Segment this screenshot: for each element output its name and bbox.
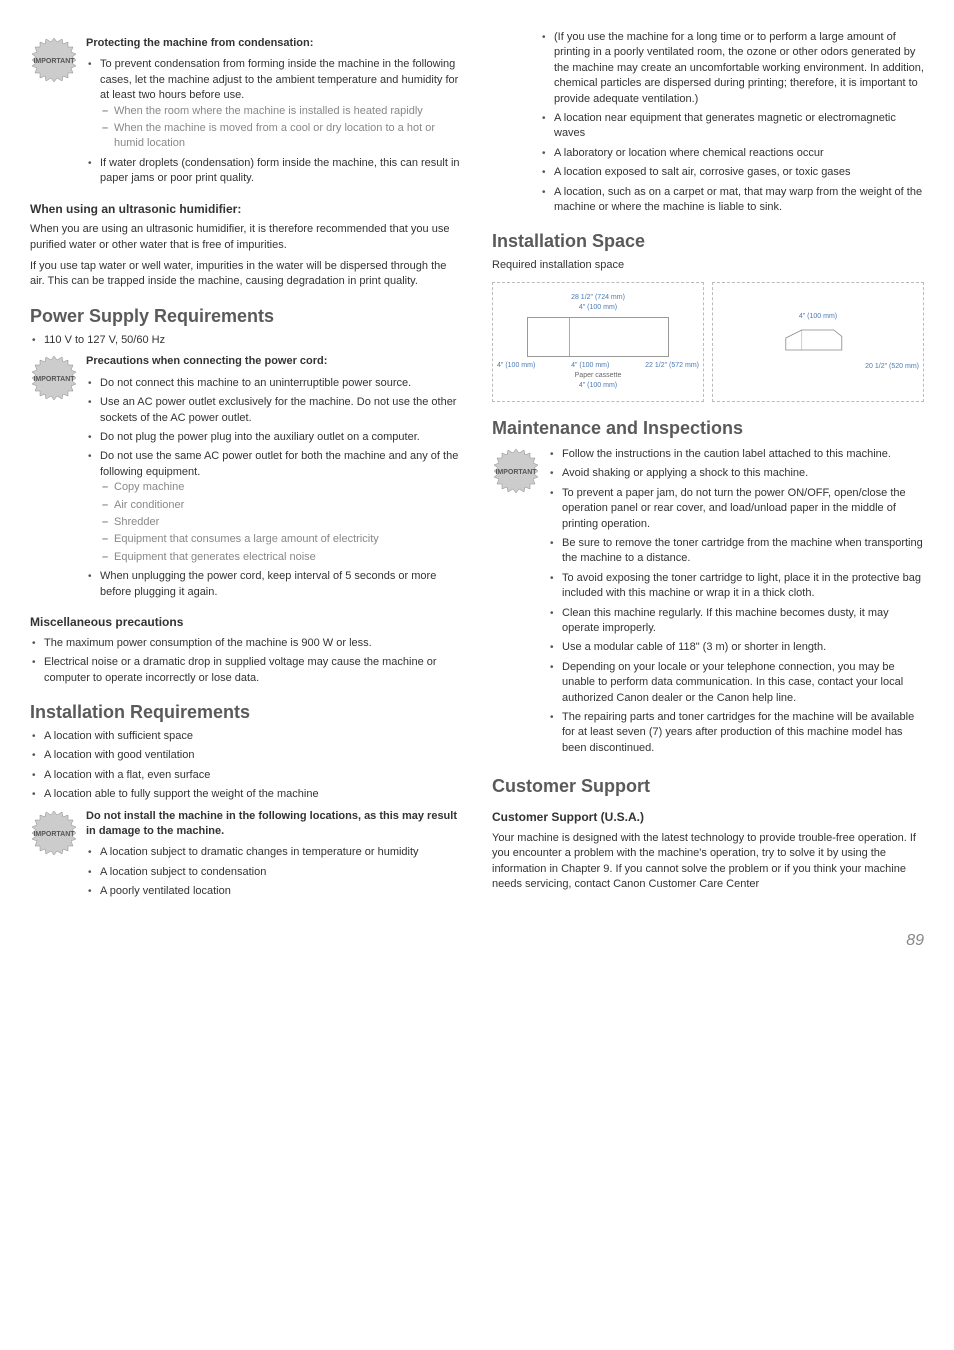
list-item: A location subject to condensation: [86, 865, 462, 880]
list-item: The maximum power consumption of the mac…: [30, 636, 462, 651]
dim-label: 4" (100 mm): [579, 303, 617, 313]
list-item: Equipment that consumes a large amount o…: [100, 532, 462, 547]
installation-diagram-top: 28 1/2" (724 mm) 4" (100 mm) 4" (100 mm)…: [492, 282, 704, 402]
maintenance-heading: Maintenance and Inspections: [492, 416, 924, 441]
dim-label: 28 1/2" (724 mm): [571, 293, 625, 303]
list-item: Be sure to remove the toner cartridge fr…: [548, 536, 924, 567]
installation-diagram-row: 28 1/2" (724 mm) 4" (100 mm) 4" (100 mm)…: [492, 282, 924, 402]
list-item: Use an AC power outlet exclusively for t…: [86, 395, 462, 426]
dim-label: 20 1/2" (520 mm): [865, 362, 919, 372]
list-item: (If you use the machine for a long time …: [540, 30, 924, 107]
list-item: A location subject to dramatic changes i…: [86, 845, 462, 860]
list-item: A poorly ventilated location: [86, 884, 462, 899]
page-content: Protecting the machine from condensation…: [30, 30, 924, 910]
list-item: A location near equipment that generates…: [540, 111, 924, 142]
condensation-title: Protecting the machine from condensation…: [86, 36, 462, 51]
list-item: A location able to fully support the wei…: [30, 787, 462, 802]
list-item: A location with sufficient space: [30, 729, 462, 744]
humidifier-heading: When using an ultrasonic humidifier:: [30, 201, 462, 218]
list-item: A location exposed to salt air, corrosiv…: [540, 165, 924, 180]
list-item: Use a modular cable of 118" (3 m) or sho…: [548, 640, 924, 655]
important-icon: [30, 36, 78, 84]
list-item: Shredder: [100, 515, 462, 530]
list-item: When the machine is moved from a cool or…: [100, 121, 462, 152]
left-column: Protecting the machine from condensation…: [30, 30, 462, 910]
list-item: Avoid shaking or applying a shock to thi…: [548, 466, 924, 481]
install-continued-list: (If you use the machine for a long time …: [540, 30, 924, 215]
dim-label: 4" (100 mm): [579, 381, 617, 391]
install-warning-title: Do not install the machine in the follow…: [86, 809, 462, 840]
install-space-sub: Required installation space: [492, 258, 924, 273]
dim-label: 4" (100 mm): [571, 361, 609, 371]
list-item: Follow the instructions in the caution l…: [548, 447, 924, 462]
install-space-heading: Installation Space: [492, 229, 924, 254]
list-item: Copy machine: [100, 480, 462, 495]
page-number: 89: [30, 930, 924, 952]
important-icon: [492, 447, 540, 495]
list-item: Do not connect this machine to an uninte…: [86, 376, 462, 391]
important-icon: [30, 354, 78, 402]
list-item: A location with a flat, even surface: [30, 768, 462, 783]
list-item: To avoid exposing the toner cartridge to…: [548, 571, 924, 602]
list-item: Do not use the same AC power outlet for …: [86, 449, 462, 565]
misc-heading: Miscellaneous precautions: [30, 614, 462, 631]
power-precautions-title: Precautions when connecting the power co…: [86, 354, 462, 369]
list-item: Clean this machine regularly. If this ma…: [548, 606, 924, 637]
list-item: Air conditioner: [100, 498, 462, 513]
list-item: The repairing parts and toner cartridges…: [548, 710, 924, 756]
maintenance-block: Follow the instructions in the caution l…: [492, 447, 924, 760]
list-item: When the room where the machine is insta…: [100, 104, 462, 119]
customer-support-heading: Customer Support: [492, 774, 924, 799]
power-heading: Power Supply Requirements: [30, 304, 462, 329]
dim-label: 4" (100 mm): [799, 312, 837, 322]
list-item: A location with good ventilation: [30, 748, 462, 763]
list-item: Do not plug the power plug into the auxi…: [86, 430, 462, 445]
list-item: A location, such as on a carpet or mat, …: [540, 185, 924, 216]
list-item: A laboratory or location where chemical …: [540, 146, 924, 161]
dim-label: 4" (100 mm): [497, 361, 535, 371]
list-item: If water droplets (condensation) form in…: [86, 156, 462, 187]
right-column: (If you use the machine for a long time …: [492, 30, 924, 910]
humidifier-p2: If you use tap water or well water, impu…: [30, 259, 462, 290]
install-warning-block: Do not install the machine in the follow…: [30, 809, 462, 904]
install-req-heading: Installation Requirements: [30, 700, 462, 725]
list-item: To prevent a paper jam, do not turn the …: [548, 486, 924, 532]
power-precautions-block: Precautions when connecting the power co…: [30, 354, 462, 603]
condensation-block: Protecting the machine from condensation…: [30, 36, 462, 191]
list-item: 110 V to 127 V, 50/60 Hz: [30, 333, 462, 348]
list-item: When unplugging the power cord, keep int…: [86, 569, 462, 600]
important-icon: [30, 809, 78, 857]
paper-cassette-label: Paper cassette: [575, 371, 622, 381]
installation-diagram-side: 4" (100 mm) 20 1/2" (520 mm): [712, 282, 924, 402]
customer-support-sub: Customer Support (U.S.A.): [492, 809, 924, 826]
humidifier-p1: When you are using an ultrasonic humidif…: [30, 222, 462, 253]
list-item: Depending on your locale or your telepho…: [548, 660, 924, 706]
text: Do not use the same AC power outlet for …: [100, 450, 458, 477]
dim-label: 22 1/2" (572 mm): [645, 361, 699, 371]
list-item: Electrical noise or a dramatic drop in s…: [30, 655, 462, 686]
customer-support-text: Your machine is designed with the latest…: [492, 831, 924, 893]
list-item: Equipment that generates electrical nois…: [100, 550, 462, 565]
text: To prevent condensation from forming ins…: [100, 58, 458, 101]
list-item: To prevent condensation from forming ins…: [86, 57, 462, 151]
